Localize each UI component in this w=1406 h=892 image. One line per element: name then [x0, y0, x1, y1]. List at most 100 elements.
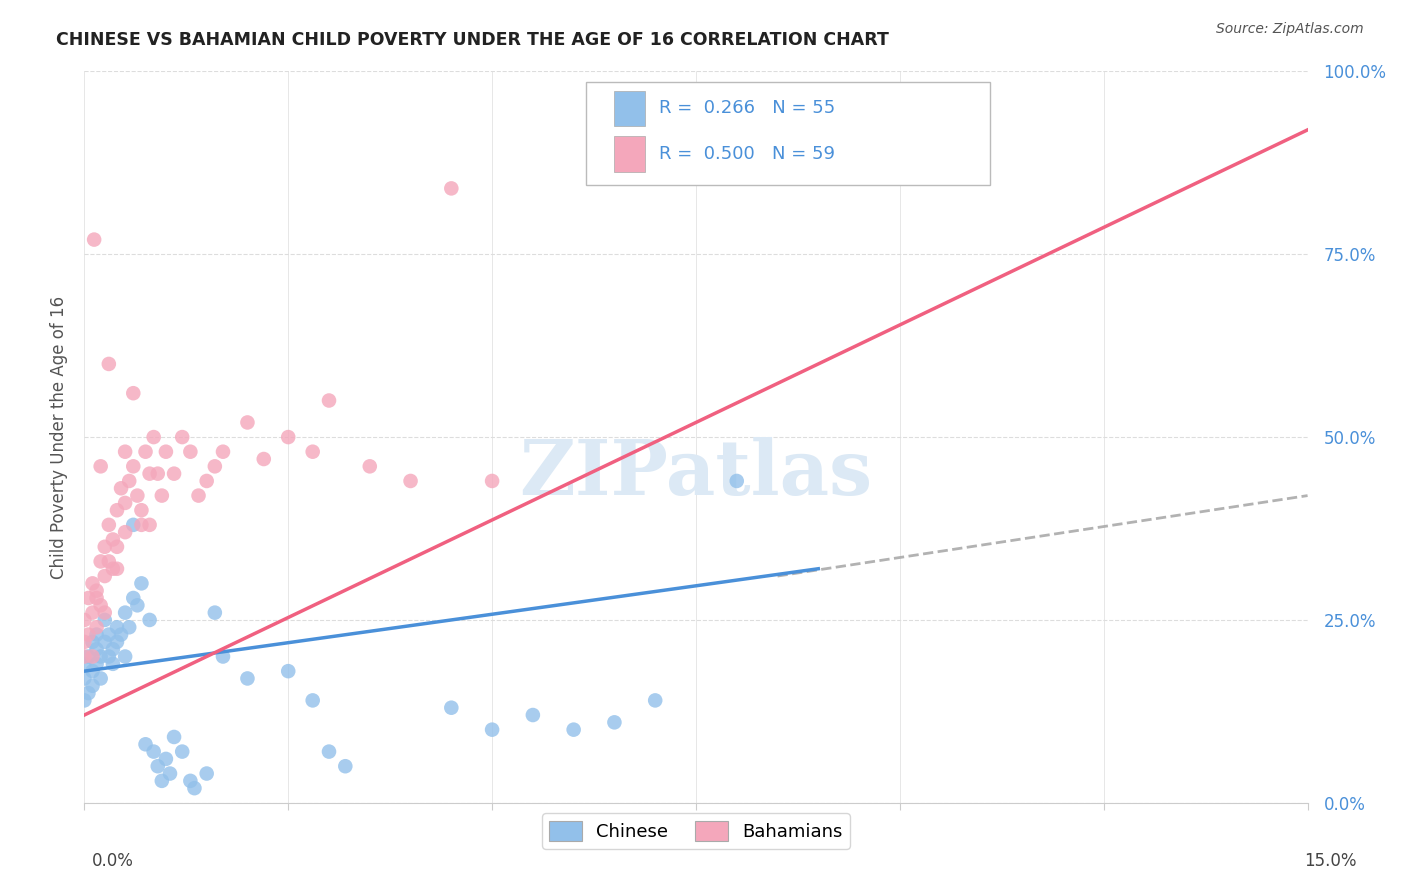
Point	[101, 642, 124, 657]
Point	[644, 693, 666, 707]
Point	[110, 481, 132, 495]
Point	[440, 181, 463, 195]
Point	[127, 489, 149, 503]
Point	[131, 517, 153, 532]
Point	[118, 474, 141, 488]
Point	[105, 562, 128, 576]
Point	[73, 613, 96, 627]
Point	[114, 444, 136, 458]
Point	[90, 672, 112, 686]
Point	[155, 752, 177, 766]
Point	[318, 393, 340, 408]
Point	[204, 606, 226, 620]
Text: R =  0.266   N = 55: R = 0.266 N = 55	[659, 99, 835, 118]
Point	[163, 730, 186, 744]
Point	[114, 525, 136, 540]
Point	[86, 627, 108, 641]
Point	[236, 672, 259, 686]
Point	[131, 503, 153, 517]
Point	[82, 635, 104, 649]
Text: 15.0%: 15.0%	[1305, 852, 1357, 870]
Point	[146, 467, 169, 481]
Point	[97, 554, 120, 568]
Point	[135, 444, 157, 458]
Y-axis label: Child Poverty Under the Age of 16: Child Poverty Under the Age of 16	[49, 295, 67, 579]
Point	[83, 233, 105, 247]
Point	[82, 664, 104, 678]
Point	[187, 489, 209, 503]
Point	[236, 416, 259, 430]
Point	[82, 649, 104, 664]
Point	[77, 591, 100, 605]
Point	[195, 766, 218, 780]
Point	[131, 576, 153, 591]
Point	[135, 737, 157, 751]
Point	[86, 620, 108, 634]
Text: ZIPatlas: ZIPatlas	[519, 437, 873, 510]
Text: 0.0%: 0.0%	[91, 852, 134, 870]
Point	[73, 635, 96, 649]
Point	[163, 467, 186, 481]
Point	[335, 759, 357, 773]
Point	[93, 613, 115, 627]
Point	[77, 686, 100, 700]
Point	[97, 649, 120, 664]
Point	[101, 533, 124, 547]
Point	[122, 386, 145, 401]
Point	[725, 474, 748, 488]
Point	[179, 444, 201, 458]
Point	[82, 576, 104, 591]
Point	[481, 723, 503, 737]
Point	[86, 591, 108, 605]
Point	[183, 781, 205, 796]
FancyBboxPatch shape	[614, 136, 644, 171]
Point	[105, 635, 128, 649]
Point	[73, 649, 96, 664]
Point	[155, 444, 177, 458]
Point	[146, 759, 169, 773]
Point	[204, 459, 226, 474]
Point	[86, 583, 108, 598]
Point	[77, 649, 100, 664]
Text: CHINESE VS BAHAMIAN CHILD POVERTY UNDER THE AGE OF 16 CORRELATION CHART: CHINESE VS BAHAMIAN CHILD POVERTY UNDER …	[56, 31, 889, 49]
Point	[127, 599, 149, 613]
Point	[138, 517, 160, 532]
Point	[122, 591, 145, 605]
Point	[159, 766, 181, 780]
Point	[86, 657, 108, 671]
Point	[253, 452, 276, 467]
Point	[90, 554, 112, 568]
FancyBboxPatch shape	[614, 91, 644, 126]
Point	[122, 459, 145, 474]
Point	[82, 606, 104, 620]
Point	[86, 642, 108, 657]
Point	[101, 657, 124, 671]
Point	[195, 474, 218, 488]
Point	[212, 444, 235, 458]
Point	[603, 715, 626, 730]
Point	[212, 649, 235, 664]
Point	[93, 569, 115, 583]
Point	[301, 444, 323, 458]
Point	[105, 620, 128, 634]
Point	[172, 430, 194, 444]
Text: R =  0.500   N = 59: R = 0.500 N = 59	[659, 145, 835, 163]
Point	[114, 496, 136, 510]
Point	[97, 627, 120, 641]
Point	[93, 635, 115, 649]
Point	[73, 693, 96, 707]
Point	[77, 627, 100, 641]
Point	[101, 562, 124, 576]
Point	[399, 474, 422, 488]
Point	[318, 745, 340, 759]
Point	[93, 606, 115, 620]
Point	[73, 657, 96, 671]
Point	[440, 700, 463, 714]
Point	[172, 745, 194, 759]
Point	[179, 773, 201, 788]
Point	[142, 430, 165, 444]
Legend: Chinese, Bahamians: Chinese, Bahamians	[543, 814, 849, 848]
Point	[301, 693, 323, 707]
FancyBboxPatch shape	[586, 82, 990, 185]
Point	[97, 517, 120, 532]
